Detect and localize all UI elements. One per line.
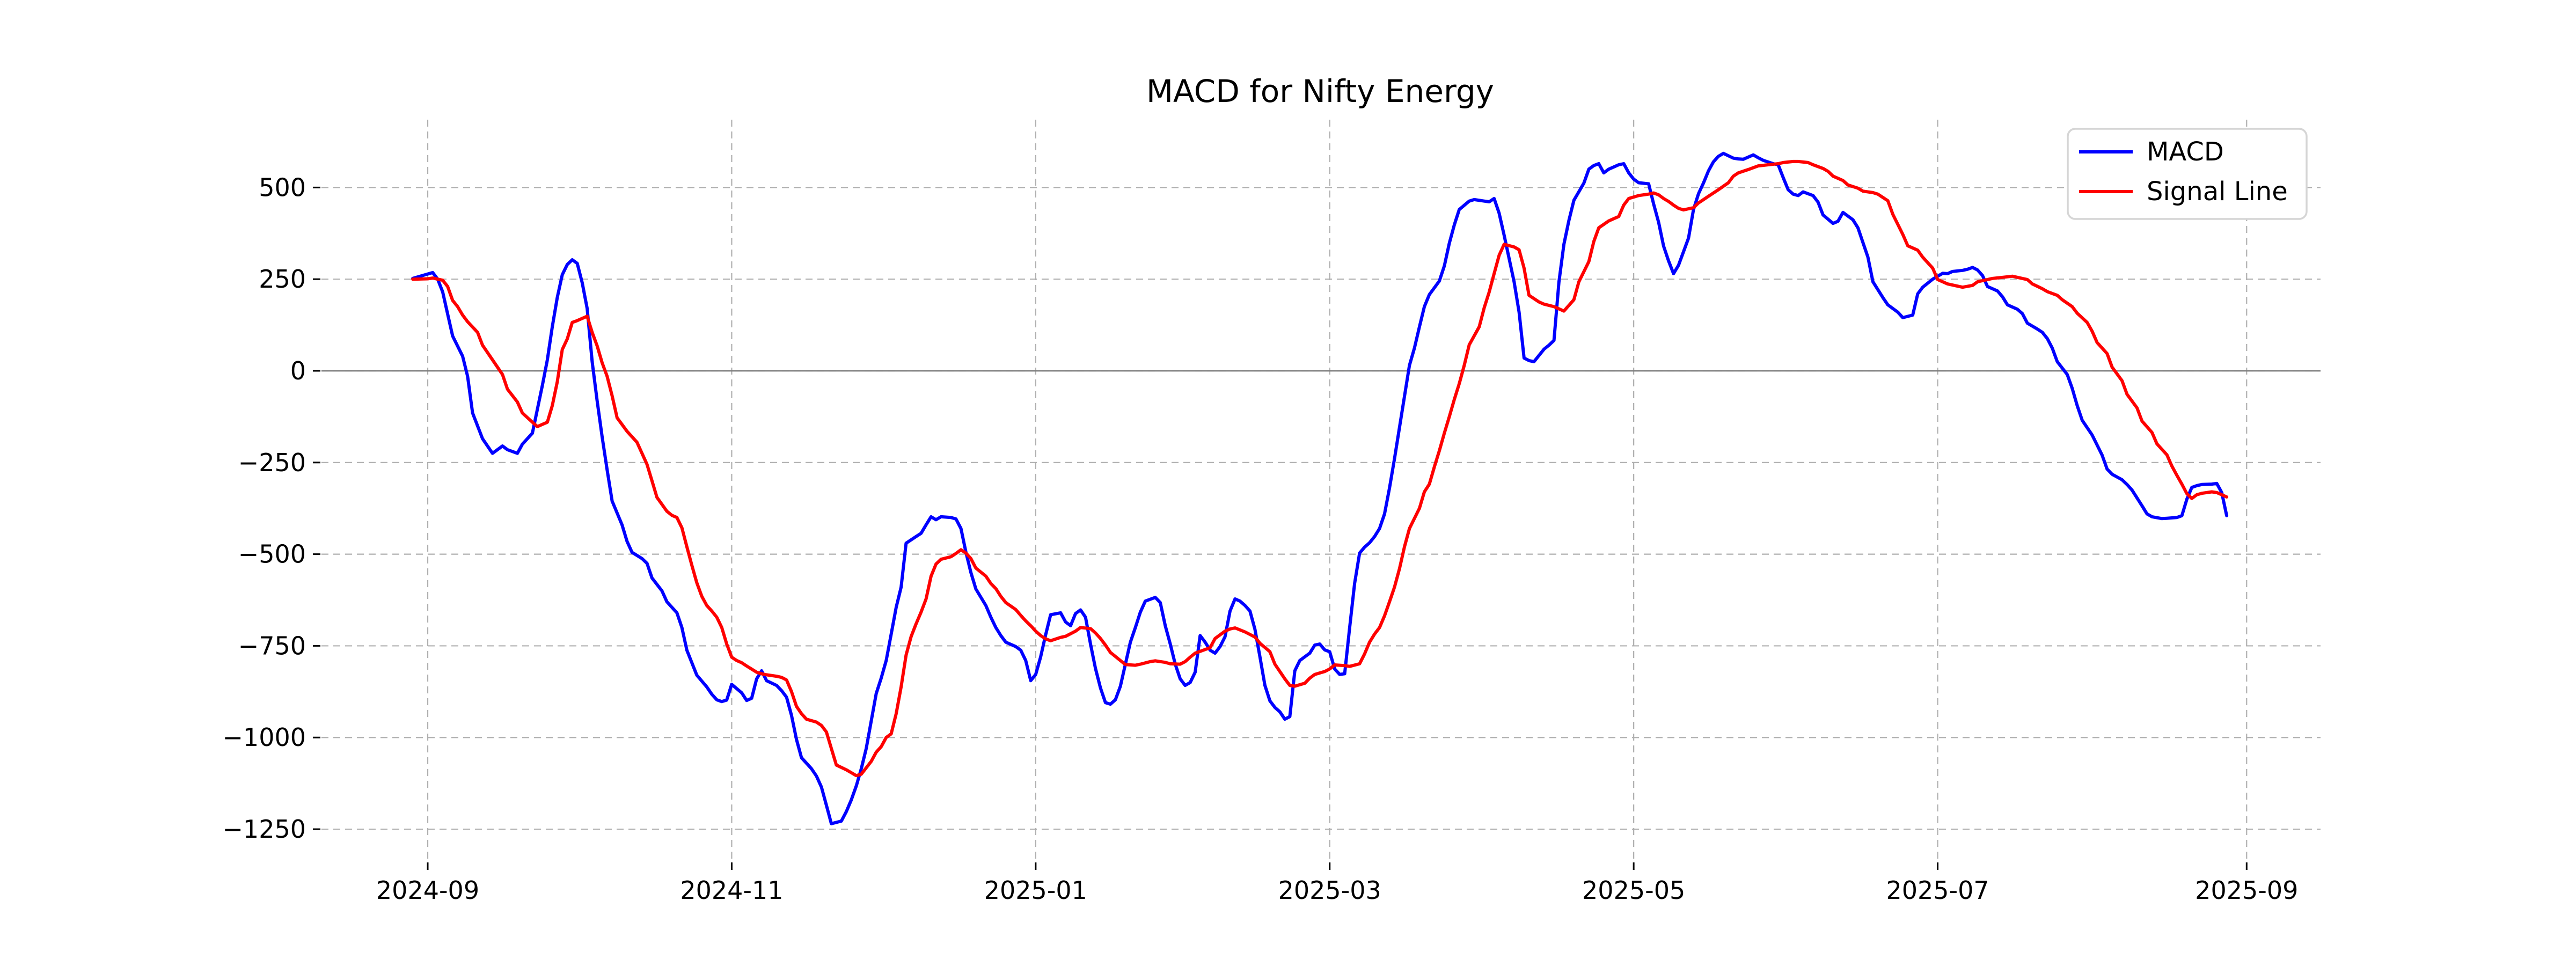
y-tick-label: −1250 xyxy=(222,815,306,844)
x-tick-label: 2025-01 xyxy=(984,876,1087,905)
grid-layer xyxy=(321,120,2321,862)
y-tick-label: 500 xyxy=(259,173,306,202)
y-tick-label: 250 xyxy=(259,265,306,294)
y-tick-label: −1000 xyxy=(222,723,306,752)
chart-title: MACD for Nifty Energy xyxy=(1146,73,1494,109)
x-tick-label: 2025-09 xyxy=(2195,876,2298,905)
y-tick-label: −250 xyxy=(238,448,306,477)
macd-line xyxy=(411,151,2229,825)
y-tick-label: −750 xyxy=(238,631,306,660)
tick-label-layer: 500 250 0 −250 −500 −750 −1000 −1250 2024-09 2024… xyxy=(222,173,2298,905)
x-tick-label: 2024-11 xyxy=(680,876,783,905)
x-tick-label: 2025-03 xyxy=(1278,876,1381,905)
series-layer xyxy=(411,151,2229,825)
legend: MACD Signal Line xyxy=(2067,128,2308,220)
tick-layer xyxy=(313,186,2248,870)
x-tick-label: 2025-07 xyxy=(1886,876,1989,905)
x-tick-label: 2024-09 xyxy=(376,876,479,905)
y-tick-label: −500 xyxy=(238,540,306,569)
legend-label-signal: Signal Line xyxy=(2147,177,2288,207)
y-tick-label: 0 xyxy=(290,356,306,385)
x-tick-label: 2025-05 xyxy=(1582,876,1685,905)
legend-box-layer xyxy=(2067,128,2308,220)
signal-line xyxy=(411,159,2229,778)
legend-label-macd: MACD xyxy=(2147,137,2224,167)
